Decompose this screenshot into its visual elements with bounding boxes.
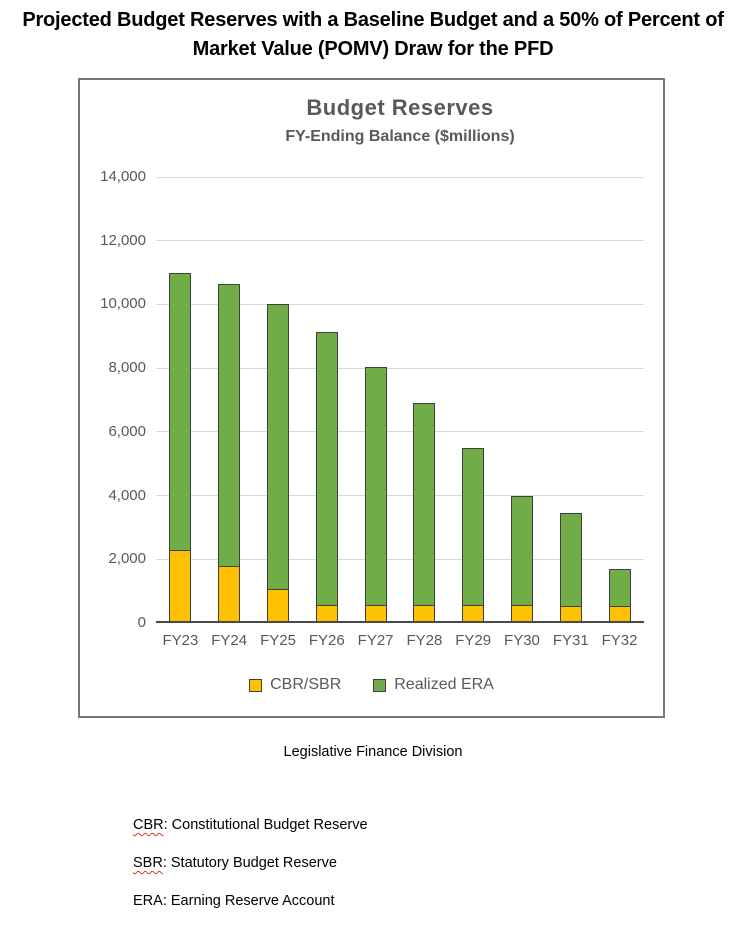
x-tick-label-FY26: FY26 xyxy=(308,632,345,649)
bar-segment-realized-era xyxy=(315,331,338,607)
chart-legend: CBR/SBR Realized ERA xyxy=(80,676,663,694)
bar-FY23 xyxy=(169,272,192,623)
legend-label: CBR/SBR xyxy=(270,676,342,693)
chart-frame: Budget Reserves FY-Ending Balance ($mill… xyxy=(78,78,665,718)
footnote-abbr: SBR xyxy=(133,855,163,871)
bar-FY26 xyxy=(315,331,338,623)
bar-FY27 xyxy=(364,366,387,623)
x-axis-line xyxy=(156,621,644,623)
bar-slots xyxy=(156,177,644,623)
x-tick-label-FY23: FY23 xyxy=(162,632,199,649)
x-tick-label-FY31: FY31 xyxy=(552,632,589,649)
bar-slot-FY28 xyxy=(400,177,449,623)
x-tick-label-FY27: FY27 xyxy=(357,632,394,649)
bar-segment-realized-era xyxy=(169,272,192,551)
bar-slot-FY25 xyxy=(254,177,303,623)
bar-slot-FY27 xyxy=(351,177,400,623)
gridline-8000 xyxy=(156,367,644,369)
bar-segment-cbr-sbr xyxy=(169,549,192,623)
gridline-4000 xyxy=(156,495,644,497)
x-tick-label-FY24: FY24 xyxy=(211,632,248,649)
bar-slot-FY30 xyxy=(498,177,547,623)
y-tick-label: 0 xyxy=(137,614,146,631)
bar-segment-realized-era xyxy=(559,513,582,607)
document-title-line2: Market Value (POMV) Draw for the PFD xyxy=(192,38,554,60)
bar-FY30 xyxy=(510,495,533,623)
y-tick-label: 10,000 xyxy=(100,295,146,313)
bar-segment-cbr-sbr xyxy=(218,565,241,623)
x-tick-label-FY28: FY28 xyxy=(406,632,443,649)
footnotes: CBR: Constitutional Budget Reserve SBR: S… xyxy=(133,818,368,932)
footnote-line: ERA: Earning Reserve Account xyxy=(133,894,368,909)
bar-segment-realized-era xyxy=(462,447,485,607)
bar-FY28 xyxy=(413,403,436,623)
x-tick-label-FY25: FY25 xyxy=(260,632,296,649)
footnote-line: CBR: Constitutional Budget Reserve xyxy=(133,818,368,833)
gridline-10000 xyxy=(156,303,644,305)
bar-segment-realized-era xyxy=(510,495,533,607)
bar-FY29 xyxy=(462,447,485,623)
legend-swatch-icon xyxy=(249,678,263,692)
y-tick-label: 4,000 xyxy=(108,486,146,504)
legend-item: CBR/SBR xyxy=(249,676,341,694)
x-tick-label-FY32: FY32 xyxy=(601,632,638,649)
x-axis-labels: FY23 FY24 FY25 FY26 FY27 FY28 FY29 FY30 FY31 FY32 xyxy=(156,632,644,649)
y-tick-label: 6,000 xyxy=(108,422,146,440)
footnote-text: : Statutory Budget Reserve xyxy=(162,855,337,871)
gridline-14000 xyxy=(156,176,644,178)
y-tick-label: 2,000 xyxy=(108,550,146,568)
legend-item: Realized ERA xyxy=(373,676,494,694)
gridline-6000 xyxy=(156,431,644,433)
bar-segment-realized-era xyxy=(218,283,241,567)
legend-label: Realized ERA xyxy=(394,676,494,693)
chart-title: Budget Reserves xyxy=(306,95,494,120)
bar-slot-FY24 xyxy=(205,177,254,623)
bar-slot-FY32 xyxy=(595,177,644,623)
document-title-line1: Projected Budget Reserves with a Baselin… xyxy=(22,9,724,31)
bar-segment-realized-era xyxy=(266,304,289,591)
x-tick-label-FY29: FY29 xyxy=(455,632,492,649)
bar-slot-FY29 xyxy=(449,177,498,623)
y-axis-labels: 0 2,000 4,000 6,000 8,000 10,000 12,000 14,000 xyxy=(80,169,146,631)
bar-FY32 xyxy=(608,568,631,623)
bar-slot-FY31 xyxy=(546,177,595,623)
footnote-line: SBR: Statutory Budget Reserve xyxy=(133,856,368,871)
source-caption: Legislative Finance Division xyxy=(283,744,463,760)
gridline-12000 xyxy=(156,240,644,242)
footnote-abbr: CBR xyxy=(133,817,164,833)
bar-segment-realized-era xyxy=(608,568,631,607)
y-tick-label: 8,000 xyxy=(108,359,146,377)
bar-FY24 xyxy=(218,283,241,623)
footnote-text: : Earning Reserve Account xyxy=(162,893,335,909)
bar-segment-realized-era xyxy=(364,366,387,607)
bar-segment-cbr-sbr xyxy=(266,589,289,623)
bar-slot-FY26 xyxy=(302,177,351,623)
chart-subtitle: FY-Ending Balance ($millions) xyxy=(285,128,515,145)
bar-FY25 xyxy=(266,304,289,623)
document-title: Projected Budget Reserves with a Baselin… xyxy=(0,6,746,64)
x-tick-label-FY30: FY30 xyxy=(504,632,540,649)
bar-FY31 xyxy=(559,513,582,623)
plot-area xyxy=(156,176,644,623)
y-tick-label: 12,000 xyxy=(100,231,146,249)
legend-swatch-icon xyxy=(373,678,387,692)
bar-segment-realized-era xyxy=(413,403,436,607)
footnote-abbr: ERA xyxy=(133,893,163,909)
bar-slot-FY23 xyxy=(156,177,205,623)
footnote-text: : Constitutional Budget Reserve xyxy=(163,817,368,833)
gridline-2000 xyxy=(156,558,644,560)
y-tick-label: 14,000 xyxy=(100,168,146,185)
